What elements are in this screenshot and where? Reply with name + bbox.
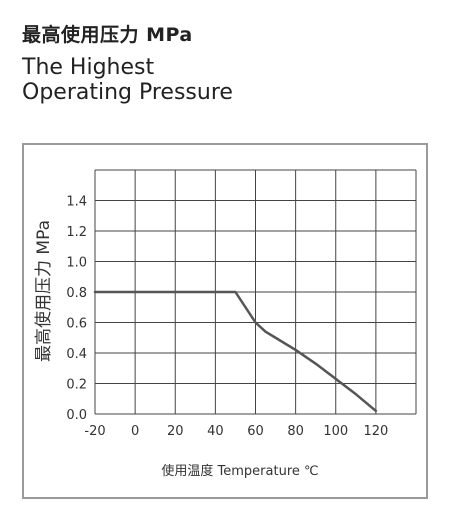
title-english-line-2: Operating Pressure: [22, 80, 233, 105]
x-tick-label: -20: [84, 424, 105, 439]
series-line: [93, 290, 378, 413]
x-tick-label: 60: [247, 424, 264, 439]
y-tick-label: 0.8: [66, 286, 87, 301]
y-tick-label: 0.2: [66, 378, 87, 393]
x-tick-label: 80: [287, 424, 304, 439]
x-axis-label: 使用温度 Temperature ℃: [161, 463, 318, 479]
y-tick-label: 0.6: [66, 317, 87, 332]
x-tick-label: 0: [131, 424, 139, 439]
title-chinese: 最高使用压力 MPa: [22, 24, 193, 46]
y-tick-label: 1.0: [66, 256, 87, 271]
x-tick-label: 20: [167, 424, 184, 439]
y-tick-labels: 0.0 0.2 0.4 0.6 0.8 1.0 1.2 1.4: [66, 195, 87, 424]
y-tick-label: 1.2: [66, 225, 87, 240]
x-tick-label: 100: [323, 424, 348, 439]
y-tick-label: 1.4: [66, 195, 87, 210]
chart-series: [93, 290, 378, 413]
chart-frame: [22, 143, 428, 499]
y-axis-label: 最高使用压力 MPa: [33, 220, 54, 362]
y-tick-label: 0.0: [66, 408, 87, 423]
x-tick-label: 40: [207, 424, 224, 439]
title-english-line-1: The Highest: [22, 55, 155, 80]
title-english: The Highest Operating Pressure: [22, 55, 233, 105]
y-tick-label: 0.4: [66, 347, 87, 362]
x-tick-label: 120: [363, 424, 388, 439]
x-tick-labels: -20 0 20 40 60 80 100 120: [84, 424, 388, 439]
